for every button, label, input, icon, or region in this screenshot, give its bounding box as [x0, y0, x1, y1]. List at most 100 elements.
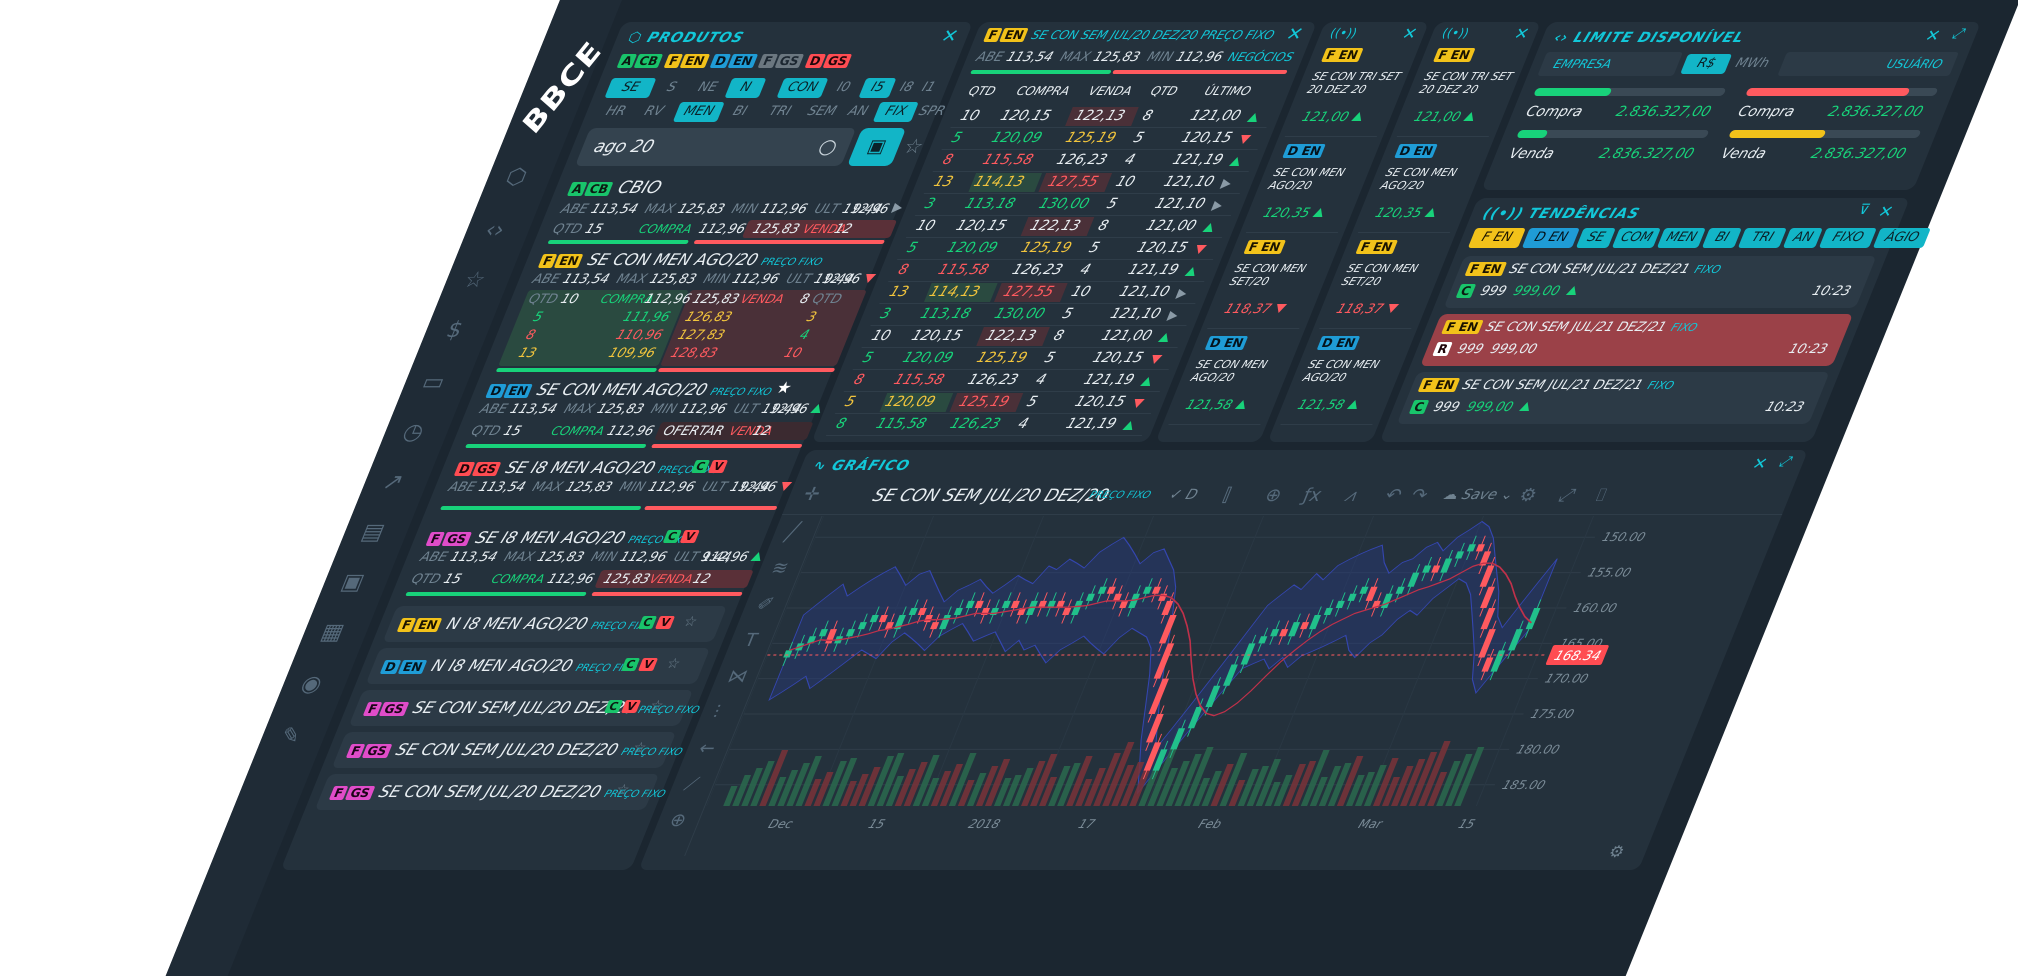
card-icon[interactable]: ▣ [337, 570, 369, 595]
save-button[interactable]: ☁ Save ⌄ [1440, 487, 1517, 503]
trend-filter[interactable]: D EN [1521, 228, 1580, 248]
venda-tag[interactable]: V [638, 658, 659, 671]
basket-button[interactable]: ▣ [846, 128, 907, 166]
close-icon[interactable]: ✕ [937, 26, 962, 47]
fib-icon[interactable]: ≋ [768, 558, 792, 579]
ofertar-button[interactable]: OFERTAR [660, 424, 727, 439]
filter-ne[interactable]: NE [695, 80, 720, 95]
ruler-icon[interactable]: ⟋ [680, 774, 702, 795]
trendline-icon[interactable]: ╱ [782, 522, 802, 543]
item-sell-price[interactable]: 125,83 [750, 222, 802, 237]
watch-card[interactable]: D EN SE CON MEN AGO/20 121,58 [1168, 336, 1296, 426]
dollar-icon[interactable]: $ [442, 318, 467, 343]
watch-card[interactable]: F EN SE CON TRI SET 20 DEZ 20 121,00 [1284, 48, 1412, 138]
pattern-icon[interactable]: ⋈ [724, 666, 751, 687]
trend-filter[interactable]: FIXO [1818, 228, 1877, 248]
watch-card[interactable]: F EN SE CON MEN SET/20 118,37 [1207, 240, 1335, 330]
trend-filter[interactable]: F EN [1467, 228, 1526, 248]
book-row[interactable]: 5 120,09 125,19 5 120,15 [823, 392, 1168, 414]
search-box[interactable]: ago 20 ○ [574, 128, 857, 166]
list-item[interactable]: F GS SE I8 MEN AGO/20 PREÇO FIXO C V ABE … [401, 526, 764, 596]
cube-icon[interactable]: ⬡ [501, 165, 531, 190]
projection-icon[interactable]: ⫶ [709, 702, 723, 723]
trend-item[interactable]: F EN SE CON SEM JUL/21 DEZ/21FIXO C 999 999,… [1396, 372, 1830, 424]
item-sell-price[interactable]: 125,83 [689, 292, 742, 307]
filter-men[interactable]: MEN [672, 102, 725, 122]
favorite-star-icon[interactable]: ☆ [900, 134, 928, 158]
clock-icon[interactable]: ◷ [398, 420, 428, 445]
trend-item[interactable]: F EN SE CON SEM JUL/21 DEZ/21FIXO R 999 999,… [1420, 314, 1854, 366]
book-icon[interactable]: ▤ [357, 520, 389, 545]
back-arrow-icon[interactable]: ← [695, 738, 719, 759]
negocios-link[interactable]: NEGÓCIOS [1225, 50, 1296, 64]
star-filled-icon[interactable]: ★ [773, 378, 796, 397]
book-row[interactable]: 10 120,15 122,13 8 121,00 [938, 106, 1283, 128]
camera-icon[interactable]: ⌷ [1591, 485, 1611, 506]
crosshair-icon[interactable]: ✛ [799, 484, 824, 505]
close-icon[interactable]: ✕ [1399, 24, 1421, 43]
trend-filter[interactable]: COM [1611, 228, 1661, 248]
trend-icon[interactable]: ↗ [378, 470, 408, 495]
text-icon[interactable]: T [740, 630, 761, 651]
expand-icon[interactable]: ⤢ [1949, 26, 1968, 42]
close-icon[interactable]: ✕ [1875, 202, 1897, 221]
watch-card[interactable]: D EN SE CON MEN AGO/20 121,58 [1280, 336, 1408, 426]
usuario-tab[interactable]: USUÁRIO [1777, 52, 1959, 76]
trend-filter[interactable]: BI [1701, 228, 1742, 248]
book-row[interactable]: 5 120,09 125,19 5 120,15 [929, 128, 1274, 150]
search-input[interactable]: ago 20 [590, 137, 658, 157]
function-icon[interactable]: ƒx [1299, 485, 1326, 506]
item-sell-price[interactable]: 125,83 [600, 572, 653, 587]
list-item[interactable]: F EN SE CON MEN AGO/20 PREÇO FIXO ABE 113… [493, 248, 877, 372]
item-buy-price[interactable]: 112,96 [544, 572, 597, 587]
compare-icon[interactable]: ⩘ [1341, 485, 1361, 506]
currency-mwh[interactable]: MWh [1733, 56, 1772, 71]
watch-card[interactable]: F EN SE CON MEN SET/20 118,37 [1319, 240, 1447, 330]
filter-fix[interactable]: FIX [872, 102, 919, 122]
close-icon[interactable]: ✕ [1511, 24, 1533, 43]
list-item[interactable]: A CB CBIO ABE 113,54 MAX 125,83 MIN 112,9… [544, 174, 904, 244]
code-icon[interactable]: ‹› [481, 218, 509, 243]
venda-tag[interactable]: V [655, 616, 676, 629]
star-icon[interactable]: ☆ [459, 268, 490, 293]
list-item[interactable]: D GS SE I8 MEN AGO/20 PREÇO FIXO C V ABE … [434, 456, 793, 516]
book-row[interactable]: 8 115,58 126,23 4 121,19 [921, 150, 1266, 172]
filter-con[interactable]: CON [776, 78, 829, 98]
book-row[interactable]: 13 114,13 127,55 10 121,10 [912, 172, 1257, 194]
watch-card[interactable]: D EN SE CON MEN AGO/20 120,35 [1245, 144, 1373, 234]
trend-filter[interactable]: TRI [1737, 228, 1787, 248]
book-row[interactable]: 8 115,58 126,23 4 121,19 [832, 370, 1177, 392]
book-row[interactable]: 3 113,18 130,00 5 121,10 [903, 194, 1248, 216]
candles-icon[interactable]: ⫿ [1219, 485, 1234, 506]
filter-rv[interactable]: RV [641, 104, 666, 119]
filter-i0[interactable]: I0 [834, 80, 853, 95]
chart-settings-icon[interactable]: ⚙ [1605, 842, 1628, 861]
list-item[interactable]: F GS SE CON SEM JUL/20 DEZ/20 PREÇO FIXO … [348, 690, 701, 726]
interval-select[interactable]: ✓ D [1166, 487, 1201, 503]
search-icon[interactable]: ○ [814, 134, 842, 158]
price-chart[interactable]: 185.00180.00175.00170.00165.00160.00155.… [690, 516, 1723, 846]
filter-n[interactable]: N [724, 78, 767, 98]
list-item[interactable]: F GS SE CON SEM JUL/20 DEZ/20 PREÇO FIXO … [314, 774, 667, 810]
book-row[interactable]: 8 115,58 126,23 4 121,19 [814, 414, 1159, 436]
list-item[interactable]: D EN SE CON MEN AGO/20 PREÇO FIXO ★ ABE 1… [461, 378, 824, 448]
filter-an[interactable]: AN [845, 104, 871, 119]
trend-filter[interactable]: AN [1782, 228, 1823, 248]
star-icon[interactable]: ☆ [680, 614, 700, 630]
list-item[interactable]: F GS SE CON SEM JUL/20 DEZ/20 PREÇO FIXO … [331, 732, 684, 768]
trend-item[interactable]: F EN SE CON SEM JUL/21 DEZ/21FIXO C 999 999,… [1443, 256, 1877, 308]
trend-filter[interactable]: ÁGIO [1872, 228, 1931, 248]
filter-tri[interactable]: TRI [766, 104, 794, 119]
close-icon[interactable]: ✕ [1922, 26, 1944, 45]
undo-icon[interactable]: ↶ [1381, 485, 1406, 506]
trend-filter[interactable]: SE [1575, 228, 1616, 248]
book-row[interactable]: 13 114,13 127,55 10 121,10 [867, 282, 1212, 304]
filter-icon[interactable]: ⊽ [1855, 202, 1873, 218]
book-row[interactable]: 5 120,09 125,19 5 120,15 [885, 238, 1230, 260]
edit-icon[interactable]: ✎ [276, 724, 305, 749]
watch-card[interactable]: F EN SE CON TRI SET 20 DEZ 20 121,00 [1396, 48, 1524, 138]
expand-icon[interactable]: ⤢ [1776, 454, 1795, 470]
filter-sem[interactable]: SEM [805, 104, 839, 119]
